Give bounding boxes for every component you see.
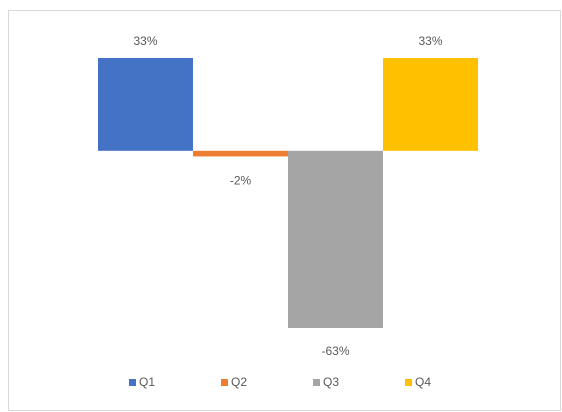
legend-label: Q1	[139, 375, 155, 389]
data-label: 33%	[418, 34, 442, 48]
legend-label: Q4	[415, 375, 431, 389]
data-label: -63%	[321, 344, 349, 358]
data-label: -2%	[230, 174, 252, 188]
legend-label: Q2	[231, 375, 247, 389]
bar	[383, 58, 478, 151]
bar	[98, 58, 193, 151]
legend-swatch	[405, 379, 412, 386]
legend-label: Q3	[323, 375, 339, 389]
data-label: 33%	[133, 34, 157, 48]
bar	[193, 150, 288, 157]
legend-swatch	[313, 379, 320, 386]
legend-swatch	[221, 379, 228, 386]
bar	[288, 150, 383, 328]
legend-swatch	[129, 379, 136, 386]
